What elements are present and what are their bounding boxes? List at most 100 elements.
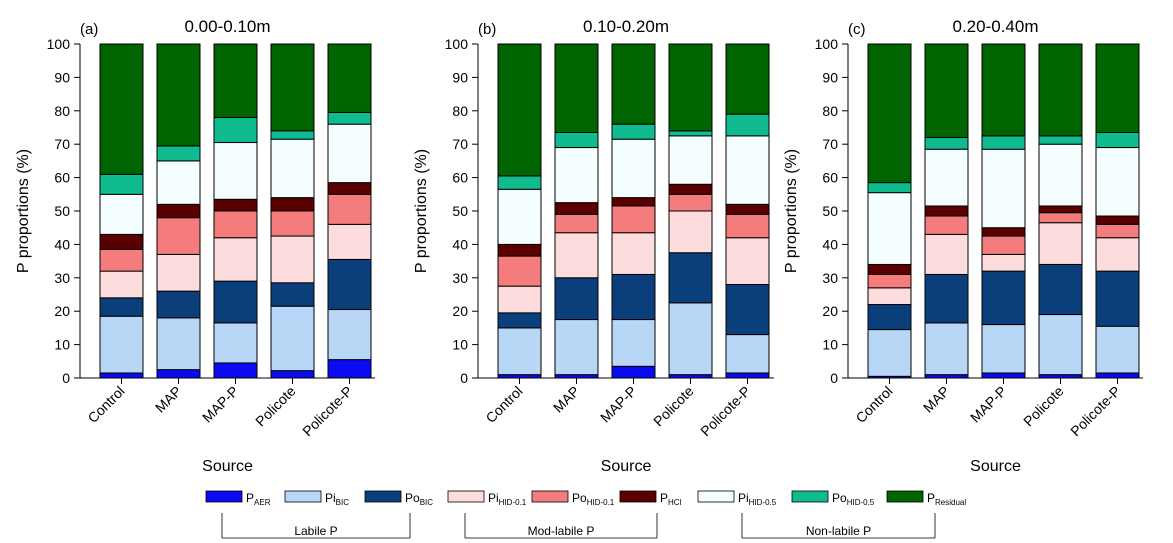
- x-tick-label: Policote-P: [697, 383, 753, 439]
- bar-segment-p-residual: [668, 43, 713, 132]
- legend-item-po-hid05: PoHID-0.5: [791, 490, 875, 507]
- legend-item-pi-hid01: PiHID-0.1: [447, 490, 527, 507]
- y-tick-label: 70: [54, 136, 70, 152]
- y-tick-label: 90: [822, 69, 838, 85]
- bar-stack-control: [99, 43, 144, 379]
- bar-segment-p-aer: [1038, 374, 1083, 379]
- legend-group-3: Non-labile P: [741, 513, 936, 539]
- y-tick-label: 30: [822, 270, 838, 286]
- bar-segment-p-aer: [270, 370, 315, 379]
- y-tick-label: 20: [452, 303, 468, 319]
- bar-segment-p-residual: [327, 43, 372, 113]
- bar-segment-po-hid01: [981, 235, 1026, 255]
- bar-segment-p-hcl: [497, 243, 542, 257]
- x-tick-label: Policote: [650, 383, 697, 430]
- panel-label: (c): [848, 21, 866, 38]
- bar-segment-pi-bic: [1038, 314, 1083, 376]
- y-tick-label: 20: [54, 303, 70, 319]
- bar-segment-pi-hid01: [981, 253, 1026, 272]
- bar-segment-po-hid05: [981, 135, 1026, 150]
- y-axis-label: P proportions (%): [783, 149, 800, 273]
- bar-segment-pi-hid05: [156, 160, 201, 205]
- bar-stack-map: [924, 43, 969, 379]
- bar-segment-pi-hid01: [1095, 237, 1140, 272]
- bar-segment-p-hcl: [1038, 205, 1083, 214]
- legend-label: PAER: [246, 491, 271, 507]
- y-tick-label: 50: [452, 203, 468, 219]
- bar-segment-pi-hid01: [270, 235, 315, 284]
- bar-segment-p-hcl: [981, 227, 1026, 237]
- bar-stack-policote: [270, 43, 315, 379]
- bar-segment-pi-bic: [867, 329, 912, 377]
- bar-segment-p-residual: [156, 43, 201, 147]
- y-tick-label: 60: [822, 170, 838, 186]
- y-tick-label: 20: [822, 303, 838, 319]
- bar-segment-po-hid01: [554, 213, 599, 234]
- bar-segment-p-aer: [1095, 372, 1140, 379]
- bar-segment-po-hid05: [270, 130, 315, 140]
- bar-segment-p-hcl: [554, 202, 599, 215]
- bar-segment-pi-hid05: [554, 147, 599, 204]
- bar-stack-map-p: [611, 43, 656, 379]
- bar-segment-pi-hid01: [99, 270, 144, 299]
- bar-segment-p-hcl: [725, 203, 770, 215]
- y-tick-label: 60: [54, 170, 70, 186]
- bar-segment-po-hid01: [725, 213, 770, 239]
- legend-label: PoHID-0.1: [572, 491, 615, 507]
- bar-segment-p-hcl: [270, 197, 315, 212]
- bar-segment-po-hid01: [668, 193, 713, 212]
- bar-segment-po-bic: [611, 273, 656, 321]
- bar-segment-p-residual: [99, 43, 144, 175]
- x-axis-label: Source: [601, 458, 652, 475]
- legend-group-2: Mod-labile P: [464, 513, 658, 539]
- bar-segment-pi-bic: [924, 322, 969, 376]
- legend-swatch: [697, 490, 735, 503]
- bar-segment-p-hcl: [213, 198, 258, 212]
- bar-stack-control: [867, 43, 912, 379]
- bar-segment-po-bic: [270, 282, 315, 307]
- legend-item-p-residual: PResidual: [886, 490, 966, 507]
- bar-segment-p-aer: [327, 359, 372, 379]
- y-tick-label: 90: [54, 69, 70, 85]
- bar-segment-po-bic: [327, 258, 372, 311]
- y-tick-label: 80: [54, 103, 70, 119]
- bar-segment-p-aer: [554, 374, 599, 379]
- legend-label: PoBIC: [405, 491, 433, 507]
- x-tick-label: MAP: [550, 383, 583, 416]
- bar-stack-policote-p: [725, 43, 770, 379]
- bar-segment-po-hid05: [554, 132, 599, 149]
- legend-swatch: [205, 490, 243, 503]
- bar-segment-po-hid05: [497, 175, 542, 190]
- bar-segment-po-hid01: [1095, 223, 1140, 239]
- bar-segment-po-hid01: [270, 210, 315, 237]
- y-tick-label: 80: [452, 103, 468, 119]
- x-tick-label: MAP-P: [199, 383, 242, 426]
- bar-segment-po-bic: [497, 312, 542, 329]
- legend-label: PiBIC: [325, 491, 349, 507]
- bar-segment-pi-hid01: [924, 233, 969, 275]
- chart-panel-1: (a) 0.00-0.10m Control MAP MAP-P Policote Poli…: [15, 17, 375, 475]
- bar-segment-pi-hid05: [725, 135, 770, 205]
- bar-segment-pi-bic: [611, 319, 656, 367]
- bar-segment-pi-hid05: [213, 142, 258, 200]
- bar-segment-po-hid01: [327, 193, 372, 225]
- bar-segment-po-hid01: [497, 255, 542, 287]
- y-tick-label: 50: [54, 203, 70, 219]
- bar-segment-pi-hid05: [1038, 143, 1083, 207]
- y-tick-label: 100: [815, 36, 839, 52]
- bar-segment-po-bic: [867, 304, 912, 331]
- bar-segment-po-hid01: [924, 215, 969, 235]
- bar-stack-map-p: [981, 43, 1026, 379]
- y-tick-label: 0: [62, 370, 70, 386]
- bar-segment-pi-hid05: [1095, 147, 1140, 217]
- bar-segment-p-residual: [1095, 43, 1140, 134]
- x-tick-label: Policote-P: [1067, 383, 1123, 439]
- legend: PAER PiBIC PoBIC PiHID-0.1 PoHID-0.1 PHCl PiHI…: [205, 490, 966, 539]
- bar-segment-po-hid01: [611, 205, 656, 234]
- bar-segment-pi-hid05: [270, 138, 315, 199]
- bar-stack-map-p: [213, 43, 258, 379]
- y-tick-label: 0: [460, 370, 468, 386]
- bar-segment-po-hid01: [99, 248, 144, 272]
- bar-segment-p-aer: [924, 374, 969, 379]
